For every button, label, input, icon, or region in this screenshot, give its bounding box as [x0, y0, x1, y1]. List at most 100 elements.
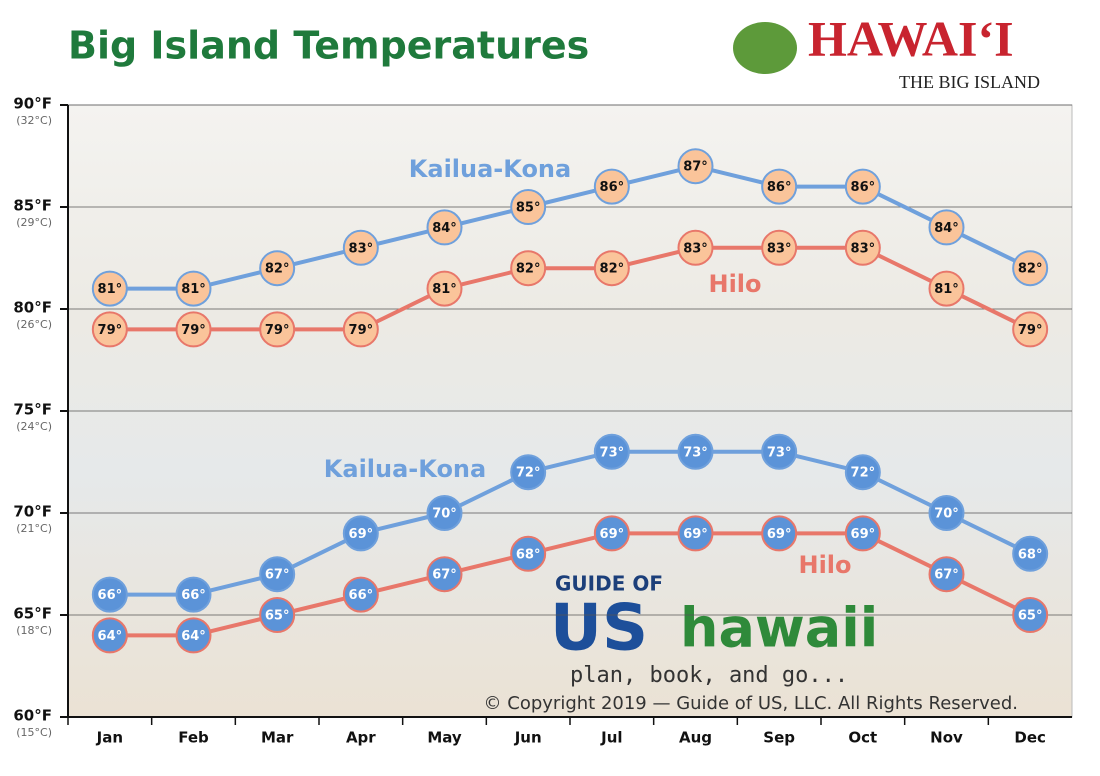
- data-label: 81°: [432, 282, 457, 297]
- data-label: 67°: [265, 568, 290, 583]
- y-tick-label: 85°F: [13, 197, 52, 215]
- y-tick-label: 90°F: [13, 95, 52, 113]
- y-tick-label: 60°F: [13, 707, 52, 725]
- data-label: 73°: [767, 445, 792, 460]
- series-label: Kailua-Kona: [409, 155, 571, 183]
- data-point: [1012, 250, 1049, 287]
- x-tick-label: Sep: [763, 729, 795, 747]
- data-point: [1012, 597, 1049, 633]
- y-tick-sublabel: (21°C): [16, 522, 52, 535]
- data-point: [175, 311, 212, 348]
- data-label: 65°: [265, 609, 290, 624]
- data-point: [91, 617, 128, 654]
- data-point: [844, 229, 881, 266]
- data-point: [91, 311, 128, 348]
- watermark: US: [550, 592, 648, 666]
- data-label: 86°: [600, 180, 625, 195]
- data-label: 82°: [265, 262, 290, 277]
- watermark: hawaii: [680, 597, 878, 660]
- data-label: 66°: [349, 588, 374, 603]
- data-point: [426, 556, 463, 593]
- data-point: [844, 168, 881, 205]
- data-point: [175, 576, 212, 613]
- data-label: 67°: [934, 568, 959, 583]
- data-label: 83°: [851, 241, 876, 256]
- data-point: [342, 515, 379, 552]
- watermark: plan, book, and go...: [570, 663, 848, 688]
- data-point: [761, 515, 798, 552]
- data-label: 70°: [432, 507, 457, 522]
- data-label: 82°: [516, 262, 541, 277]
- copyright: © Copyright 2019 — Guide of US, LLC. All…: [484, 693, 1018, 714]
- data-label: 69°: [683, 527, 708, 542]
- data-point: [426, 495, 463, 531]
- x-tick-label: Mar: [261, 729, 294, 747]
- data-label: 68°: [516, 547, 541, 562]
- data-point: [342, 311, 379, 348]
- y-tick-sublabel: (29°C): [16, 216, 52, 229]
- data-point: [259, 311, 296, 348]
- watermark: GUIDE OF: [555, 572, 663, 596]
- data-label: 69°: [767, 527, 792, 542]
- data-label: 79°: [181, 323, 206, 338]
- y-tick-label: 70°F: [13, 503, 52, 521]
- data-label: 81°: [934, 282, 959, 297]
- data-point: [593, 433, 630, 470]
- data-point: [593, 515, 630, 552]
- data-point: [510, 454, 547, 491]
- x-tick-label: Feb: [178, 729, 209, 747]
- data-label: 87°: [683, 160, 708, 175]
- data-label: 82°: [600, 262, 625, 277]
- chart-title: Big Island Temperatures: [68, 24, 589, 68]
- data-point: [259, 597, 296, 633]
- data-point: [928, 270, 965, 307]
- y-tick-label: 80°F: [13, 299, 52, 317]
- x-tick-label: Jun: [514, 729, 542, 747]
- data-point: [426, 209, 463, 246]
- data-point: [510, 189, 547, 225]
- data-label: 81°: [181, 282, 206, 297]
- data-label: 83°: [349, 241, 374, 256]
- data-point: [677, 433, 714, 470]
- data-point: [928, 556, 965, 593]
- data-label: 73°: [600, 445, 625, 460]
- data-point: [175, 617, 212, 654]
- data-point: [1012, 535, 1049, 572]
- y-tick-label: 75°F: [13, 401, 52, 419]
- y-tick-sublabel: (18°C): [16, 624, 52, 637]
- data-point: [593, 250, 630, 287]
- data-label: 69°: [600, 527, 625, 542]
- data-point: [844, 515, 881, 552]
- data-label: 66°: [181, 588, 206, 603]
- data-label: 70°: [934, 507, 959, 522]
- data-point: [510, 250, 547, 287]
- data-label: 79°: [1018, 323, 1043, 338]
- data-point: [1012, 311, 1049, 348]
- data-label: 84°: [934, 221, 959, 236]
- data-point: [761, 168, 798, 205]
- data-point: [259, 556, 296, 593]
- data-point: [175, 270, 212, 307]
- data-label: 69°: [851, 527, 876, 542]
- data-label: 86°: [851, 180, 876, 195]
- data-point: [761, 229, 798, 266]
- data-point: [928, 495, 965, 531]
- data-label: 67°: [432, 568, 457, 583]
- data-label: 83°: [683, 241, 708, 256]
- x-tick-label: Jan: [96, 729, 123, 747]
- data-point: [761, 433, 798, 470]
- data-point: [91, 576, 128, 613]
- x-tick-label: Oct: [848, 729, 877, 747]
- data-label: 72°: [516, 466, 541, 481]
- data-point: [928, 209, 965, 246]
- series-label: Kailua-Kona: [324, 455, 486, 483]
- data-label: 69°: [349, 527, 374, 542]
- x-tick-label: Dec: [1014, 729, 1046, 747]
- data-label: 79°: [265, 323, 290, 338]
- data-point: [677, 229, 714, 266]
- data-label: 68°: [1018, 547, 1043, 562]
- data-label: 85°: [516, 201, 541, 216]
- series-label: Hilo: [798, 551, 851, 579]
